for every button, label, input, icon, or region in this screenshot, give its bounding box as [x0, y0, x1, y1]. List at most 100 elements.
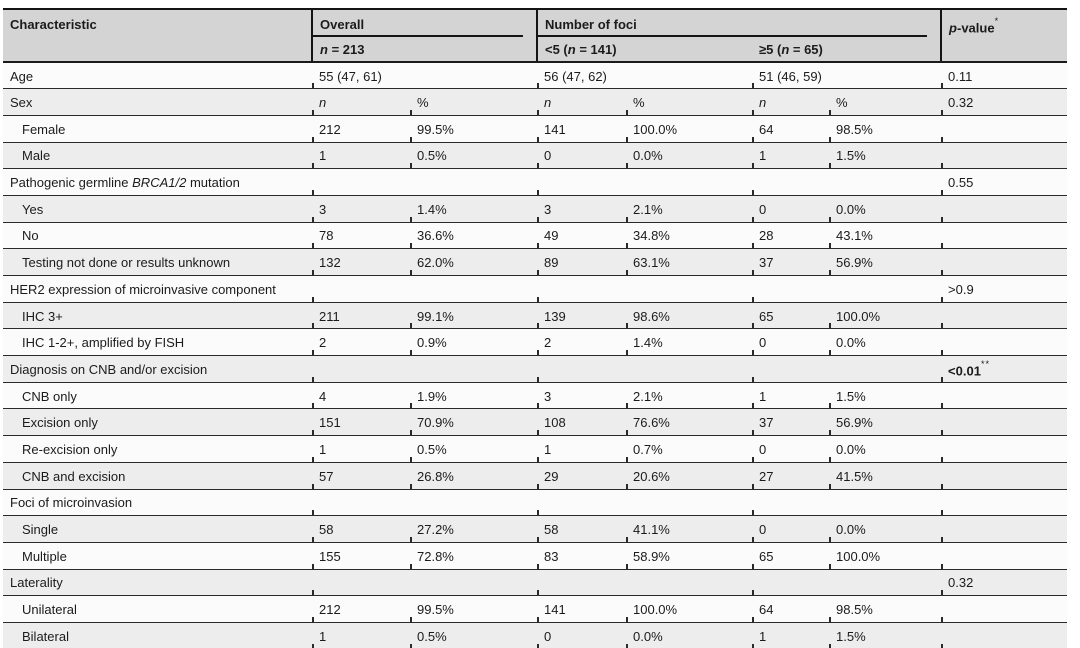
value-cell: 4: [312, 382, 410, 410]
row-label: Single: [3, 515, 312, 543]
value-cell: %: [626, 88, 752, 116]
value-cell: n: [312, 88, 410, 116]
p-value-cell: [941, 115, 1068, 143]
p-value-cell: [941, 489, 1068, 517]
p-value-cell: [941, 142, 1068, 170]
value-cell: 99.5%: [410, 115, 537, 143]
table-row: IHC 3+ 211 99.1% 139 98.6% 65 100.0%: [3, 302, 1068, 330]
value-cell: 108: [537, 408, 626, 437]
row-label: Excision only: [3, 408, 312, 437]
p-value-cell: [941, 542, 1068, 570]
value-cell: n: [752, 88, 829, 116]
value-cell: 2.1%: [626, 382, 752, 410]
value-cell: [312, 489, 537, 517]
value-cell: 0.7%: [626, 435, 752, 463]
table-row: Excision only 151 70.9% 108 76.6% 37 56.9%: [3, 408, 1068, 437]
value-cell: 1.4%: [410, 195, 537, 223]
value-cell: 27.2%: [410, 515, 537, 543]
p-value-cell: [941, 248, 1068, 276]
value-cell: 55 (47, 61): [312, 62, 537, 90]
row-label: HER2 expression of microinvasive compone…: [3, 275, 312, 303]
value-cell: 58: [537, 515, 626, 543]
table-row: HER2 expression of microinvasive compone…: [3, 275, 1068, 303]
row-label: Testing not done or results unknown: [3, 248, 312, 276]
value-cell: 29: [537, 462, 626, 490]
value-cell: 28: [752, 222, 829, 250]
value-cell: 70.9%: [410, 408, 537, 437]
value-cell: %: [829, 88, 942, 116]
value-cell: 100.0%: [829, 542, 942, 570]
row-label: Re-excision only: [3, 435, 312, 463]
value-cell: 0: [537, 622, 626, 648]
row-label: Multiple: [3, 542, 312, 570]
row-label: No: [3, 222, 312, 250]
value-cell: [537, 489, 752, 517]
value-cell: 0.0%: [829, 435, 942, 463]
value-cell: 3: [537, 195, 626, 223]
value-cell: [752, 355, 942, 383]
value-cell: 1.5%: [829, 142, 942, 170]
row-label: CNB and excision: [3, 462, 312, 490]
value-cell: 99.5%: [410, 595, 537, 623]
value-cell: 37: [752, 248, 829, 276]
value-cell: 0: [752, 435, 829, 463]
row-label: Female: [3, 115, 312, 143]
table-row: Pathogenic germline BRCA1/2 mutation 0.55: [3, 168, 1068, 196]
table-row: Sex n% n% n% 0.32: [3, 88, 1068, 116]
column-header-number-of-foci: Number of foci: [535, 9, 942, 37]
p-value-cell: 0.32: [941, 88, 1068, 116]
value-cell: 0: [537, 142, 626, 170]
row-label: Diagnosis on CNB and/or excision: [3, 355, 312, 383]
value-cell: 98.6%: [626, 302, 752, 330]
subheader-lt5: <5 (n = 141): [536, 37, 752, 63]
table-row: Testing not done or results unknown 132 62…: [3, 248, 1068, 276]
value-cell: 1: [537, 435, 626, 463]
value-cell: [312, 569, 537, 597]
p-value-cell: [941, 435, 1068, 463]
value-cell: 1.5%: [829, 622, 942, 648]
value-cell: 0: [752, 515, 829, 543]
value-cell: 1.5%: [829, 382, 942, 410]
subheader-ge5: ≥5 (n = 65): [752, 37, 942, 63]
value-cell: [752, 275, 942, 303]
p-value-cell: 0.55: [941, 168, 1068, 196]
table-row: Re-excision only 1 0.5% 1 0.7% 0 0.0%: [3, 435, 1068, 463]
row-label: Male: [3, 142, 312, 170]
value-cell: %: [410, 88, 537, 116]
value-cell: 0.5%: [410, 435, 537, 463]
value-cell: 58.9%: [626, 542, 752, 570]
value-cell: 1: [752, 382, 829, 410]
value-cell: 56.9%: [829, 248, 942, 276]
p-value-cell: [941, 328, 1068, 357]
value-cell: 20.6%: [626, 462, 752, 490]
value-cell: 1: [312, 142, 410, 170]
value-cell: 56 (47, 62): [537, 62, 752, 90]
value-cell: 98.5%: [829, 595, 942, 623]
row-label: Laterality: [3, 569, 312, 597]
table-row: Multiple 155 72.8% 83 58.9% 65 100.0%: [3, 542, 1068, 570]
value-cell: 0.0%: [626, 142, 752, 170]
value-cell: [752, 489, 942, 517]
value-cell: 1: [312, 435, 410, 463]
value-cell: 212: [312, 595, 410, 623]
table-body: Age 55 (47, 61) 56 (47, 62) 51 (46, 59) 0.11…: [3, 62, 1068, 648]
value-cell: 49: [537, 222, 626, 250]
value-cell: 57: [312, 462, 410, 490]
value-cell: 1.9%: [410, 382, 537, 410]
table-row: Laterality 0.32: [3, 569, 1068, 597]
value-cell: 100.0%: [626, 595, 752, 623]
table-row: Single 58 27.2% 58 41.1% 0 0.0%: [3, 515, 1068, 543]
value-cell: 78: [312, 222, 410, 250]
row-label: IHC 1-2+, amplified by FISH: [3, 328, 312, 357]
value-cell: 3: [312, 195, 410, 223]
value-cell: [752, 168, 942, 196]
value-cell: 2.1%: [626, 195, 752, 223]
table-row: Bilateral 1 0.5% 0 0.0% 1 1.5%: [3, 622, 1068, 648]
p-value-cell: >0.9: [941, 275, 1068, 303]
column-header-overall: Overall: [311, 9, 537, 37]
value-cell: [312, 355, 537, 383]
value-cell: 132: [312, 248, 410, 276]
value-cell: 0.0%: [829, 328, 942, 357]
value-cell: 65: [752, 302, 829, 330]
value-cell: 151: [312, 408, 410, 437]
